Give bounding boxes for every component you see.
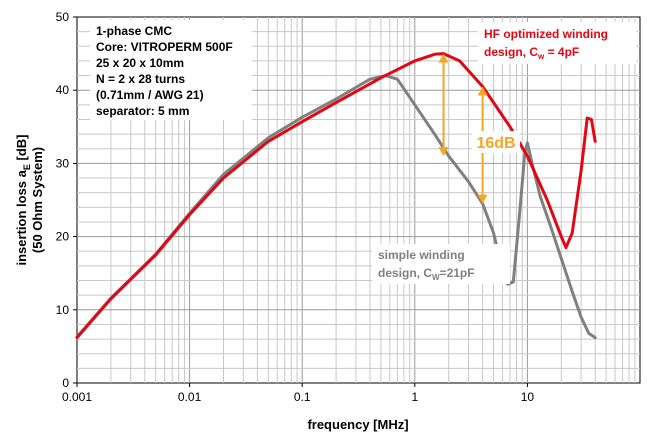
y-axis-title: insertion loss aE [dB] (50 Ohm System) bbox=[14, 135, 45, 266]
delta-label: 16dB bbox=[472, 131, 520, 153]
hf-label-line1: HF optimized winding bbox=[484, 27, 608, 41]
info-line-3: 25 x 20 x 10mm bbox=[96, 56, 184, 70]
simple-winding-series-line bbox=[75, 74, 597, 340]
y-axis-title-line1: insertion loss aE [dB] bbox=[14, 135, 32, 266]
simple-label-line2: design, CW=21pF bbox=[378, 266, 475, 282]
simple-label-line1: simple winding bbox=[378, 248, 465, 262]
y-tick-label: 30 bbox=[56, 156, 70, 170]
y-tick-label: 50 bbox=[56, 10, 70, 24]
simple-series-label: simple winding design, CW=21pF bbox=[372, 244, 510, 284]
y-axis-ticks: 0 10 20 30 40 50 bbox=[56, 10, 77, 390]
difference-arrow-head-top bbox=[477, 86, 488, 96]
x-tick-label: 0.001 bbox=[62, 390, 92, 404]
difference-arrow-head-bottom bbox=[477, 194, 488, 204]
series-layer bbox=[75, 52, 597, 340]
simple-label-background bbox=[372, 244, 510, 284]
info-line-1: 1-phase CMC bbox=[96, 24, 172, 38]
y-tick-label: 20 bbox=[56, 230, 70, 244]
x-tick-label: 1 bbox=[411, 390, 418, 404]
delta-label-text: 16dB bbox=[476, 135, 515, 152]
y-tick-label: 10 bbox=[56, 303, 70, 317]
hf-label-line2: design, Cw = 4pF bbox=[484, 45, 579, 61]
info-line-2: Core: VITROPERM 500F bbox=[96, 40, 233, 54]
y-axis-title-line2: (50 Ohm System) bbox=[30, 147, 45, 253]
info-line-6: separator: 5 mm bbox=[96, 104, 189, 118]
hf-label-background bbox=[478, 22, 636, 64]
info-box: 1-phase CMC Core: VITROPERM 500F 25 x 20… bbox=[90, 20, 252, 120]
delta-label-background bbox=[472, 131, 520, 153]
y-tick-label: 0 bbox=[62, 376, 69, 390]
info-line-4: N = 2 x 28 turns bbox=[96, 72, 185, 86]
x-tick-label: 0.1 bbox=[294, 390, 311, 404]
info-line-5: (0.71mm / AWG 21) bbox=[96, 88, 204, 102]
info-box-background bbox=[90, 20, 252, 120]
x-tick-label: 0.01 bbox=[178, 390, 202, 404]
hf-optimized-series-line bbox=[75, 52, 597, 340]
x-axis-title: frequency [MHz] bbox=[307, 417, 408, 432]
difference-arrow-head-top bbox=[438, 53, 449, 63]
x-tick-label: 10 bbox=[521, 390, 535, 404]
hf-series-label: HF optimized winding design, Cw = 4pF bbox=[478, 22, 636, 64]
x-axis-ticks: 0.001 0.01 0.1 1 10 bbox=[62, 383, 534, 404]
difference-arrow-head-bottom bbox=[438, 147, 449, 157]
y-tick-label: 40 bbox=[56, 83, 70, 97]
